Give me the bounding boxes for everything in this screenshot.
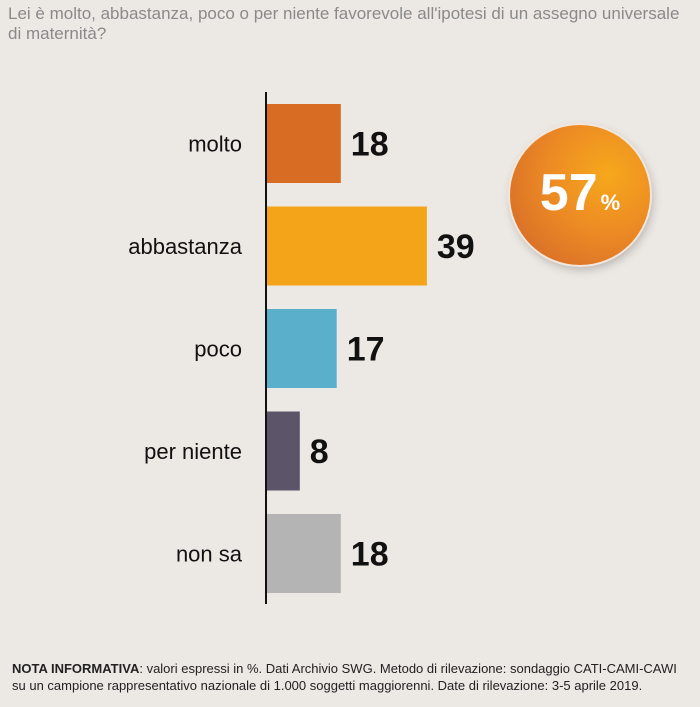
category-label: abbastanza [128, 234, 243, 259]
note-label: NOTA INFORMATIVA [12, 661, 140, 676]
category-label: non sa [176, 542, 243, 567]
badge-value: 57 [539, 164, 598, 222]
value-label: 8 [310, 433, 329, 471]
note-text: : valori espressi in %. Dati Archivio SW… [12, 661, 677, 693]
category-label: poco [194, 337, 242, 362]
value-label: 18 [351, 536, 389, 574]
info-note: NOTA INFORMATIVA: valori espressi in %. … [12, 660, 692, 694]
total-favorable-badge: 57% [510, 125, 650, 265]
category-label: molto [188, 132, 242, 157]
category-label: per niente [144, 439, 242, 464]
bar-non-sa [267, 514, 341, 593]
badge-unit: % [600, 190, 621, 215]
bar-poco [267, 309, 337, 388]
chart-question: Lei è molto, abbastanza, poco o per nien… [8, 4, 680, 43]
bar-chart: molto 18 abbastanza 39 poco 17 per niente 8 non … [128, 92, 475, 604]
value-label: 17 [347, 331, 385, 369]
bar-molto [267, 104, 341, 183]
value-label: 18 [351, 126, 389, 164]
value-label: 39 [437, 228, 475, 266]
bar-per-niente [267, 411, 300, 491]
bar-abbastanza [267, 206, 427, 286]
